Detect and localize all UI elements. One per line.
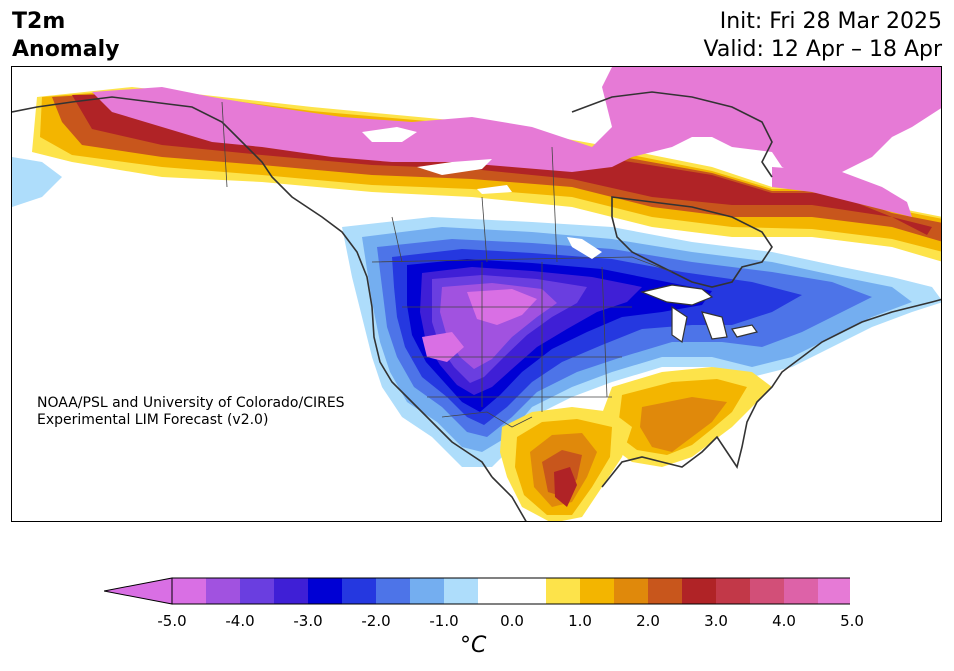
colorbar-swatch: [240, 578, 274, 604]
credit-line-2: Experimental LIM Forecast (v2.0): [37, 412, 269, 428]
map-panel: [11, 66, 942, 522]
colorbar-tick-label: -1.0: [429, 612, 459, 630]
colorbar: [103, 576, 921, 610]
great-lakes: [640, 284, 759, 344]
colorbar-tick-label: 2.0: [636, 612, 660, 630]
colorbar-swatch: [444, 578, 478, 604]
colorbar-swatch: [614, 578, 648, 604]
colorbar-swatch: [308, 578, 342, 604]
colorbar-swatch: [376, 578, 410, 604]
colorbar-extend-low: [103, 577, 173, 605]
colorbar-tick-label: 1.0: [568, 612, 592, 630]
colorbar-swatches: [103, 577, 921, 605]
warm-texas-core: [554, 467, 577, 507]
colorbar-tick-label: 5.0: [840, 612, 864, 630]
colorbar-swatch: [750, 578, 784, 604]
colorbar-swatch: [410, 578, 444, 604]
colorbar-swatch: [818, 578, 852, 604]
colorbar-unit: °C: [460, 633, 487, 658]
valid-date: Valid: 12 Apr – 18 Apr: [703, 37, 943, 62]
canadian-lakes: [362, 127, 602, 259]
warm-southeast-3: [640, 397, 727, 452]
title-line-2: Anomaly: [12, 37, 120, 62]
colorbar-tick-label: -5.0: [157, 612, 187, 630]
colorbar-swatch: [274, 578, 308, 604]
political-boundaries: [221, 101, 673, 428]
colorbar-swatch: [172, 578, 206, 604]
colorbar-swatch: [206, 578, 240, 604]
colorbar-swatch: [682, 578, 716, 604]
colorbar-tick-label: -3.0: [293, 612, 323, 630]
colorbar-tick-label: 0.0: [500, 612, 524, 630]
coastlines: [12, 91, 941, 521]
colorbar-swatch: [716, 578, 750, 604]
arctic-pink: [92, 67, 941, 177]
cold-core-sw: [422, 332, 464, 362]
colorbar-swatch: [580, 578, 614, 604]
credit-line-1: NOAA/PSL and University of Colorado/CIRE…: [37, 395, 345, 411]
colorbar-swatch: [342, 578, 376, 604]
alaska-blue: [12, 157, 62, 207]
credit-text: NOAA/PSL and University of Colorado/CIRE…: [37, 395, 345, 429]
colorbar-swatch: [648, 578, 682, 604]
anomaly-map: [12, 67, 941, 521]
title-line-1: T2m: [12, 9, 66, 34]
ne-canada-pink: [772, 167, 912, 217]
colorbar-swatch: [546, 578, 580, 604]
forecast-dates: Init: Fri 28 Mar 2025 Valid: 12 Apr – 18…: [704, 8, 943, 64]
init-date: Init: Fri 28 Mar 2025: [719, 9, 942, 34]
colorbar-swatch: [478, 578, 512, 604]
colorbar-tick-label: 3.0: [704, 612, 728, 630]
map-title: T2m Anomaly: [12, 8, 119, 64]
colorbar-swatch: [784, 578, 818, 604]
colorbar-tick-label: -4.0: [225, 612, 255, 630]
colorbar-tick-label: -2.0: [361, 612, 391, 630]
colorbar-tick-label: 4.0: [772, 612, 796, 630]
colorbar-swatch: [512, 578, 546, 604]
